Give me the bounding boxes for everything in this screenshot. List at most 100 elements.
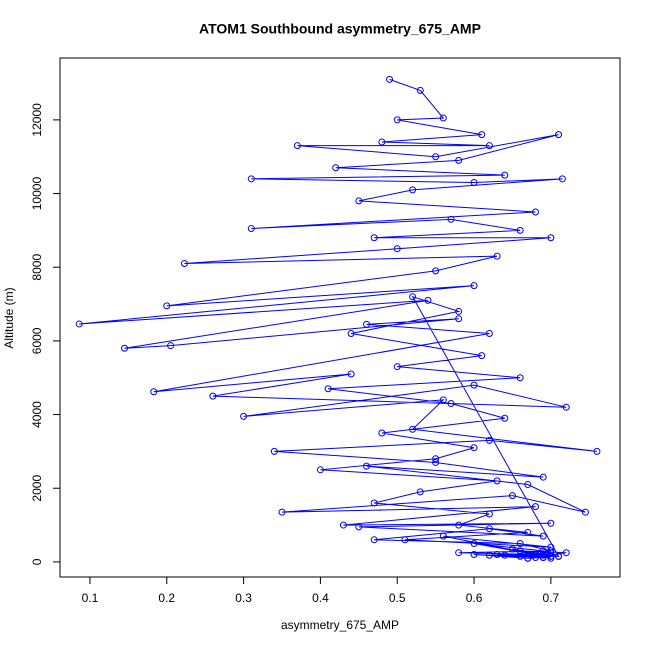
data-point	[416, 86, 424, 94]
data-point	[555, 552, 563, 560]
data-point	[516, 226, 524, 234]
data-point	[539, 553, 547, 561]
data-point	[508, 545, 516, 553]
plot-frame	[59, 57, 621, 578]
data-point	[485, 551, 493, 559]
data-point	[539, 532, 547, 540]
data-point	[432, 267, 440, 275]
data-point	[501, 551, 509, 559]
data-point	[455, 521, 463, 529]
x-tick-label: 0.3	[235, 591, 252, 605]
data-point	[508, 492, 516, 500]
data-point	[401, 536, 409, 544]
data-point	[370, 536, 378, 544]
data-point	[547, 552, 555, 560]
data-point	[470, 282, 478, 290]
data-point	[455, 156, 463, 164]
data-point	[409, 186, 417, 194]
data-point	[439, 114, 447, 122]
data-point	[516, 552, 524, 560]
x-axis-label: asymmetry_675_AMP	[281, 618, 399, 632]
data-point	[409, 293, 417, 301]
data-point	[180, 260, 188, 268]
data-point	[493, 551, 501, 559]
data-point	[547, 549, 555, 557]
data-point	[75, 320, 83, 328]
data-point	[347, 330, 355, 338]
data-point	[470, 539, 478, 547]
data-point	[478, 352, 486, 360]
y-tick-label: 2000	[30, 475, 44, 502]
y-tick-label: 10000	[30, 177, 44, 211]
data-point	[447, 215, 455, 223]
data-point	[501, 171, 509, 179]
data-point	[524, 554, 532, 562]
x-tick-label: 0.4	[312, 591, 329, 605]
data-point	[562, 549, 570, 557]
data-point	[516, 539, 524, 547]
y-tick-label: 6000	[30, 327, 44, 354]
data-point	[324, 385, 332, 393]
data-point	[532, 553, 540, 561]
data-point	[547, 234, 555, 242]
data-point	[485, 525, 493, 533]
data-point	[432, 458, 440, 466]
data-point	[516, 374, 524, 382]
data-point	[278, 508, 286, 516]
data-point	[524, 528, 532, 536]
data-point	[363, 320, 371, 328]
data-point	[247, 225, 255, 233]
data-point	[524, 481, 532, 489]
data-point	[439, 532, 447, 540]
data-point	[455, 549, 463, 557]
data-point	[416, 488, 424, 496]
data-point	[409, 425, 417, 433]
data-point	[532, 503, 540, 511]
data-point	[293, 142, 301, 150]
data-point	[532, 551, 540, 559]
data-point	[539, 547, 547, 555]
data-point	[167, 342, 175, 350]
data-point	[478, 131, 486, 139]
data-point	[121, 344, 129, 352]
data-point	[393, 363, 401, 371]
data-point	[393, 245, 401, 253]
data-point	[470, 551, 478, 559]
data-point	[339, 521, 347, 529]
y-tick-label: 12000	[30, 103, 44, 137]
data-line	[79, 78, 598, 559]
data-point	[378, 429, 386, 437]
data-point	[393, 116, 401, 124]
data-point	[370, 499, 378, 507]
data-point	[485, 142, 493, 150]
data-point	[455, 315, 463, 323]
data-point	[355, 197, 363, 205]
data-point	[424, 296, 432, 304]
data-point	[593, 447, 601, 455]
data-point	[209, 392, 217, 400]
chart-title: ATOM1 Southbound asymmetry_675_AMP	[199, 21, 481, 37]
data-point	[386, 75, 394, 83]
x-tick-label: 0.5	[389, 591, 406, 605]
x-tick-label: 0.7	[543, 591, 560, 605]
data-point	[470, 381, 478, 389]
data-point	[501, 414, 509, 422]
data-point	[363, 462, 371, 470]
data-point	[581, 508, 589, 516]
data-point	[493, 252, 501, 260]
data-point	[539, 551, 547, 559]
y-tick-label: 0	[30, 558, 44, 565]
data-point	[470, 444, 478, 452]
data-point	[485, 436, 493, 444]
data-point	[355, 523, 363, 531]
data-point	[555, 131, 563, 139]
y-tick-label: 8000	[30, 254, 44, 281]
data-point	[447, 400, 455, 408]
x-tick-label: 0.6	[466, 591, 483, 605]
y-axis-label: Altitude (m)	[2, 287, 16, 348]
data-point	[470, 179, 478, 187]
y-tick-label: 4000	[30, 401, 44, 428]
data-point	[370, 234, 378, 242]
data-point	[539, 473, 547, 481]
